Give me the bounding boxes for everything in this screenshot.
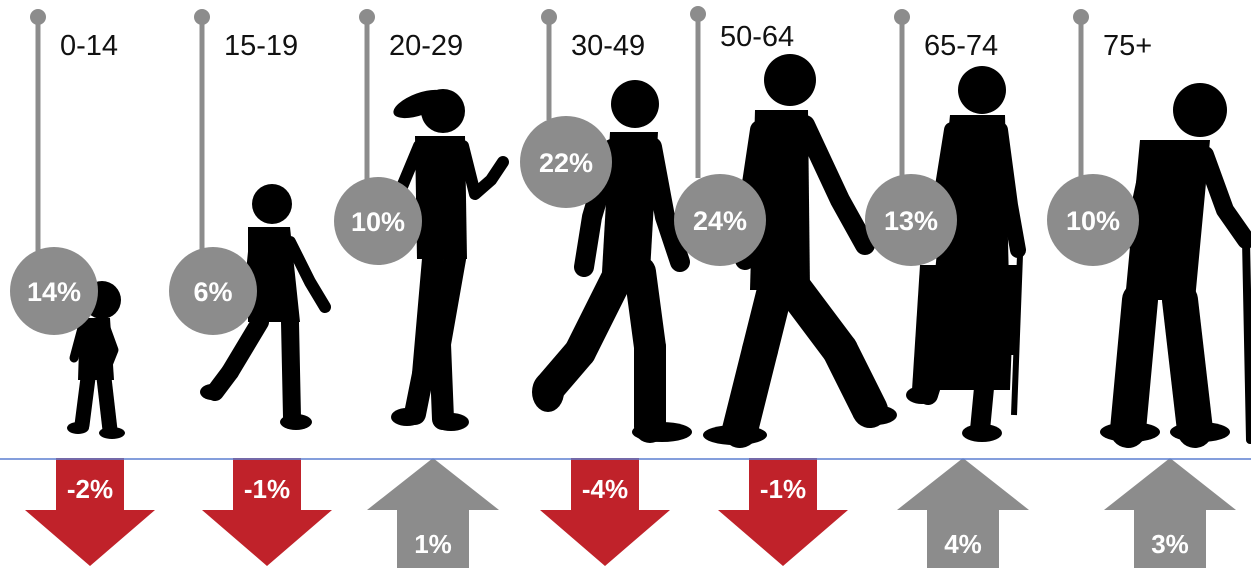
share-bubble [674,174,766,266]
change-value: 1% [414,529,452,559]
share-bubble [1047,174,1139,266]
older-woman-silhouette-icon [906,66,1026,442]
share-bubble [865,174,957,266]
change-value: 3% [1151,529,1189,559]
share-value: 14% [27,277,81,307]
connector-pin [541,9,557,120]
age-label: 75+ [1103,30,1152,62]
decrease-arrow-icon [202,458,332,566]
connector-pin [359,9,375,181]
connector-pin [690,6,706,178]
connector-pin [30,9,46,251]
age-group-4: 50-64 24% -1% [674,6,897,566]
increase-arrow-icon [1104,458,1236,568]
connector-pin [894,9,910,178]
decrease-arrow-icon [25,458,155,566]
change-value: -2% [67,474,113,504]
share-value: 22% [539,148,593,178]
age-label: 15-19 [224,30,298,62]
connector-pin [1073,9,1089,178]
age-group-5: 65-74 13% 4% [865,9,1029,568]
increase-arrow-icon [897,458,1029,568]
age-group-3: 30-49 22% -4% [520,9,692,566]
change-value: -1% [244,474,290,504]
change-value: -1% [760,474,806,504]
connector-pin [194,9,210,251]
share-bubble [520,116,612,208]
age-label: 20-29 [389,30,463,62]
increase-arrow-icon [367,458,499,568]
share-value: 13% [884,206,938,236]
decrease-arrow-icon [718,458,848,566]
age-label: 30-49 [571,30,645,62]
child-silhouette-icon [200,184,331,430]
share-value: 24% [693,206,747,236]
share-value: 6% [193,277,232,307]
change-value: -4% [582,474,628,504]
age-label: 0-14 [60,30,118,62]
age-label: 65-74 [924,30,998,62]
share-bubble [334,177,422,265]
age-group-6: 75+ 10% 3% [1047,9,1251,568]
age-group-1: 15-19 6% -1% [169,9,332,566]
share-bubble [10,247,98,335]
elderly-man-with-cane-silhouette-icon [1100,83,1251,448]
age-label: 50-64 [720,21,794,53]
age-group-0: 0-14 14% -2% [10,9,155,566]
share-value: 10% [1066,206,1120,236]
decrease-arrow-icon [540,458,670,566]
young-woman-silhouette-icon [391,89,509,431]
age-group-2: 20-29 10% 1% [334,9,509,568]
change-value: 4% [944,529,982,559]
adult-man-silhouette-icon [532,80,692,443]
share-value: 10% [351,207,405,237]
middle-aged-man-silhouette-icon [703,54,897,448]
share-bubble [169,247,257,335]
